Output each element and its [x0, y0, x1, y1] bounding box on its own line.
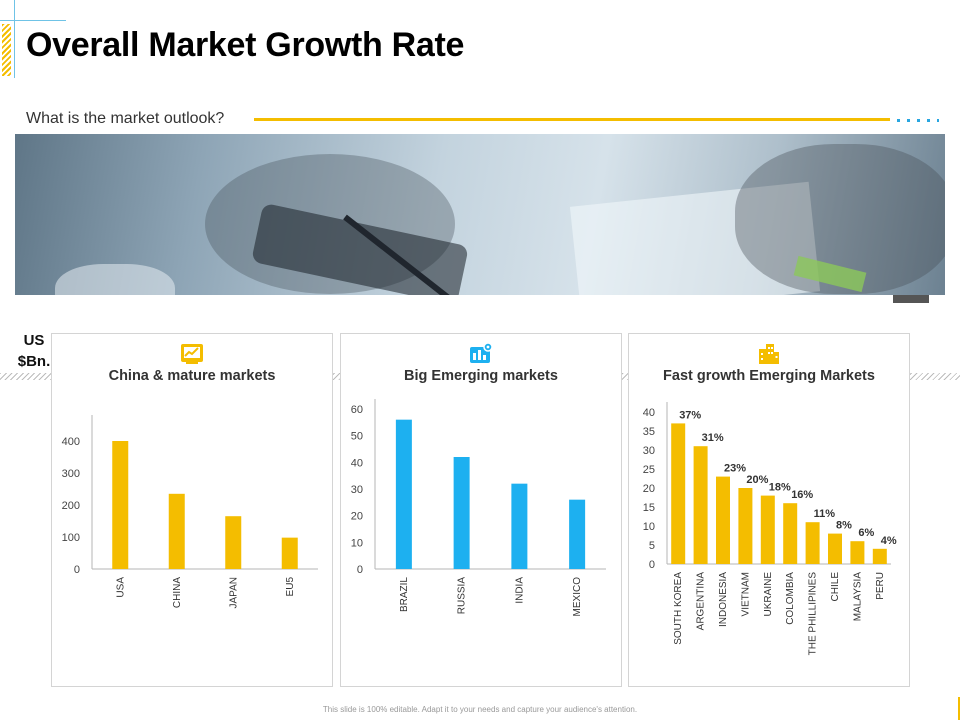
y-tick-label: 20: [351, 511, 363, 523]
banner-photo: [15, 134, 945, 295]
bar-malaysia: [850, 541, 865, 564]
bar-the-phillipines: [805, 522, 820, 564]
bar-ukraine: [760, 495, 775, 564]
bar-vietnam: [738, 488, 753, 564]
data-label: 6%: [858, 527, 874, 539]
panel-mature-markets: China & mature markets 0 100 200 300 400 USA C…: [51, 333, 333, 687]
x-category-label: VIETNAM: [740, 572, 751, 616]
y-tick-label: 5: [649, 540, 655, 552]
bar-south-korea: [671, 423, 686, 564]
city-buildings-icon: [759, 344, 779, 364]
chart-report-icon: [181, 344, 203, 364]
bar-indonesia: [716, 476, 730, 564]
x-category-label: EU5: [285, 577, 296, 597]
slide-subtitle: What is the market outlook?: [26, 110, 225, 127]
unit-label-currency: US: [23, 332, 45, 349]
y-tick-label: 40: [351, 457, 363, 469]
panel-title-text: Big Emerging markets: [396, 368, 566, 384]
panel-title: China & mature markets: [52, 368, 332, 384]
y-tick-label: 100: [62, 532, 80, 544]
bar-india: [511, 483, 528, 569]
data-label: 37%: [679, 409, 701, 421]
banner-hand-left-shape: [55, 264, 175, 295]
y-tick-label: 0: [74, 564, 80, 576]
data-label: 18%: [769, 482, 791, 494]
bar-eu5: [281, 537, 298, 569]
panel-title: Big Emerging markets: [341, 368, 621, 384]
y-tick-label: 0: [357, 564, 363, 576]
bar-chart-fast-growth-markets: 0 5 10 15 20 25 30 35 40 SOUTH KOREA 37% ARGENTINA 3…: [643, 402, 897, 656]
y-tick-label: 50: [351, 431, 363, 443]
data-label: 31%: [702, 432, 724, 444]
x-category-label: THE PHILLIPINES: [808, 572, 819, 656]
banner-tab-decoration: [893, 295, 929, 303]
x-category-label: PERU: [875, 572, 886, 600]
x-category-label: MALAYSIA: [852, 572, 863, 622]
bar-brazil: [395, 419, 412, 569]
y-tick-label: 10: [643, 521, 655, 533]
corner-accent-vertical: [14, 0, 15, 78]
bar-usa: [112, 441, 129, 569]
subtitle-dots-decoration: [897, 119, 939, 122]
x-category-label: JAPAN: [228, 577, 239, 609]
bar-peru: [872, 548, 887, 564]
panel-title-text: Fast growth Emerging Markets: [655, 368, 883, 384]
panel-big-emerging-markets: Big Emerging markets 0 10 20 30 40 50 60 BRAZIL…: [340, 333, 622, 687]
y-tick-label: 60: [351, 404, 363, 416]
y-tick-label: 10: [351, 537, 363, 549]
y-tick-label: 400: [62, 436, 80, 448]
data-label: 20%: [746, 474, 768, 486]
data-label: 16%: [791, 489, 813, 501]
y-tick-label: 20: [643, 483, 655, 495]
y-tick-label: 40: [643, 407, 655, 419]
bar-chart-mature-markets: 0 100 200 300 400 USA CHINA JAPAN EU5: [62, 415, 318, 609]
data-label: 8%: [836, 520, 852, 532]
x-category-label: MEXICO: [572, 577, 583, 617]
panel-title-text: China & mature markets: [100, 368, 284, 384]
y-tick-label: 35: [643, 426, 655, 438]
panel-title: Fast growth Emerging Markets: [629, 368, 909, 384]
x-category-label: CHINA: [172, 577, 183, 608]
data-label: 23%: [724, 463, 746, 475]
unit-label: US $Bn.: [10, 330, 58, 372]
y-tick-label: 30: [643, 445, 655, 457]
x-category-label: USA: [115, 577, 126, 598]
corner-hatch-decoration: [2, 24, 11, 76]
bar-russia: [453, 457, 470, 569]
y-tick-label: 200: [62, 500, 80, 512]
y-tick-label: 300: [62, 468, 80, 480]
bar-argentina: [693, 446, 708, 564]
x-category-label: INDIA: [514, 577, 525, 604]
x-category-label: SOUTH KOREA: [673, 572, 684, 645]
x-category-label: ARGENTINA: [696, 572, 707, 631]
slide-footer-note: This slide is 100% editable. Adapt it to…: [322, 705, 638, 714]
x-category-label: BRAZIL: [399, 577, 410, 612]
bar-mexico: [569, 499, 586, 569]
bar-colombia: [783, 503, 798, 564]
x-category-label: CHILE: [830, 572, 841, 602]
corner-accent-horizontal: [0, 20, 66, 21]
bar-japan: [225, 516, 242, 569]
dashboard-gear-icon: [470, 343, 493, 363]
bar-chart-big-emerging-markets: 0 10 20 30 40 50 60 BRAZIL RUSSIA INDIA MEXICO: [351, 399, 606, 617]
bar-china: [168, 493, 185, 569]
bar-chile: [828, 533, 842, 564]
x-category-label: UKRAINE: [763, 572, 774, 617]
unit-label-scale: $Bn.: [17, 353, 51, 370]
y-tick-label: 25: [643, 464, 655, 476]
x-category-label: INDONESIA: [718, 572, 729, 627]
y-tick-label: 15: [643, 502, 655, 514]
panel-fast-growth-markets: Fast growth Emerging Markets 0 5 10 15 20 25 3…: [628, 333, 910, 687]
x-category-label: COLOMBIA: [785, 572, 796, 625]
data-label: 11%: [814, 508, 836, 520]
subtitle-underline: [254, 118, 890, 121]
y-tick-label: 30: [351, 484, 363, 496]
x-category-label: RUSSIA: [457, 577, 468, 615]
slide-title: Overall Market Growth Rate: [26, 26, 465, 64]
data-label: 4%: [881, 535, 897, 547]
corner-accent-bottom-right: [958, 697, 960, 720]
y-tick-label: 0: [649, 559, 655, 571]
